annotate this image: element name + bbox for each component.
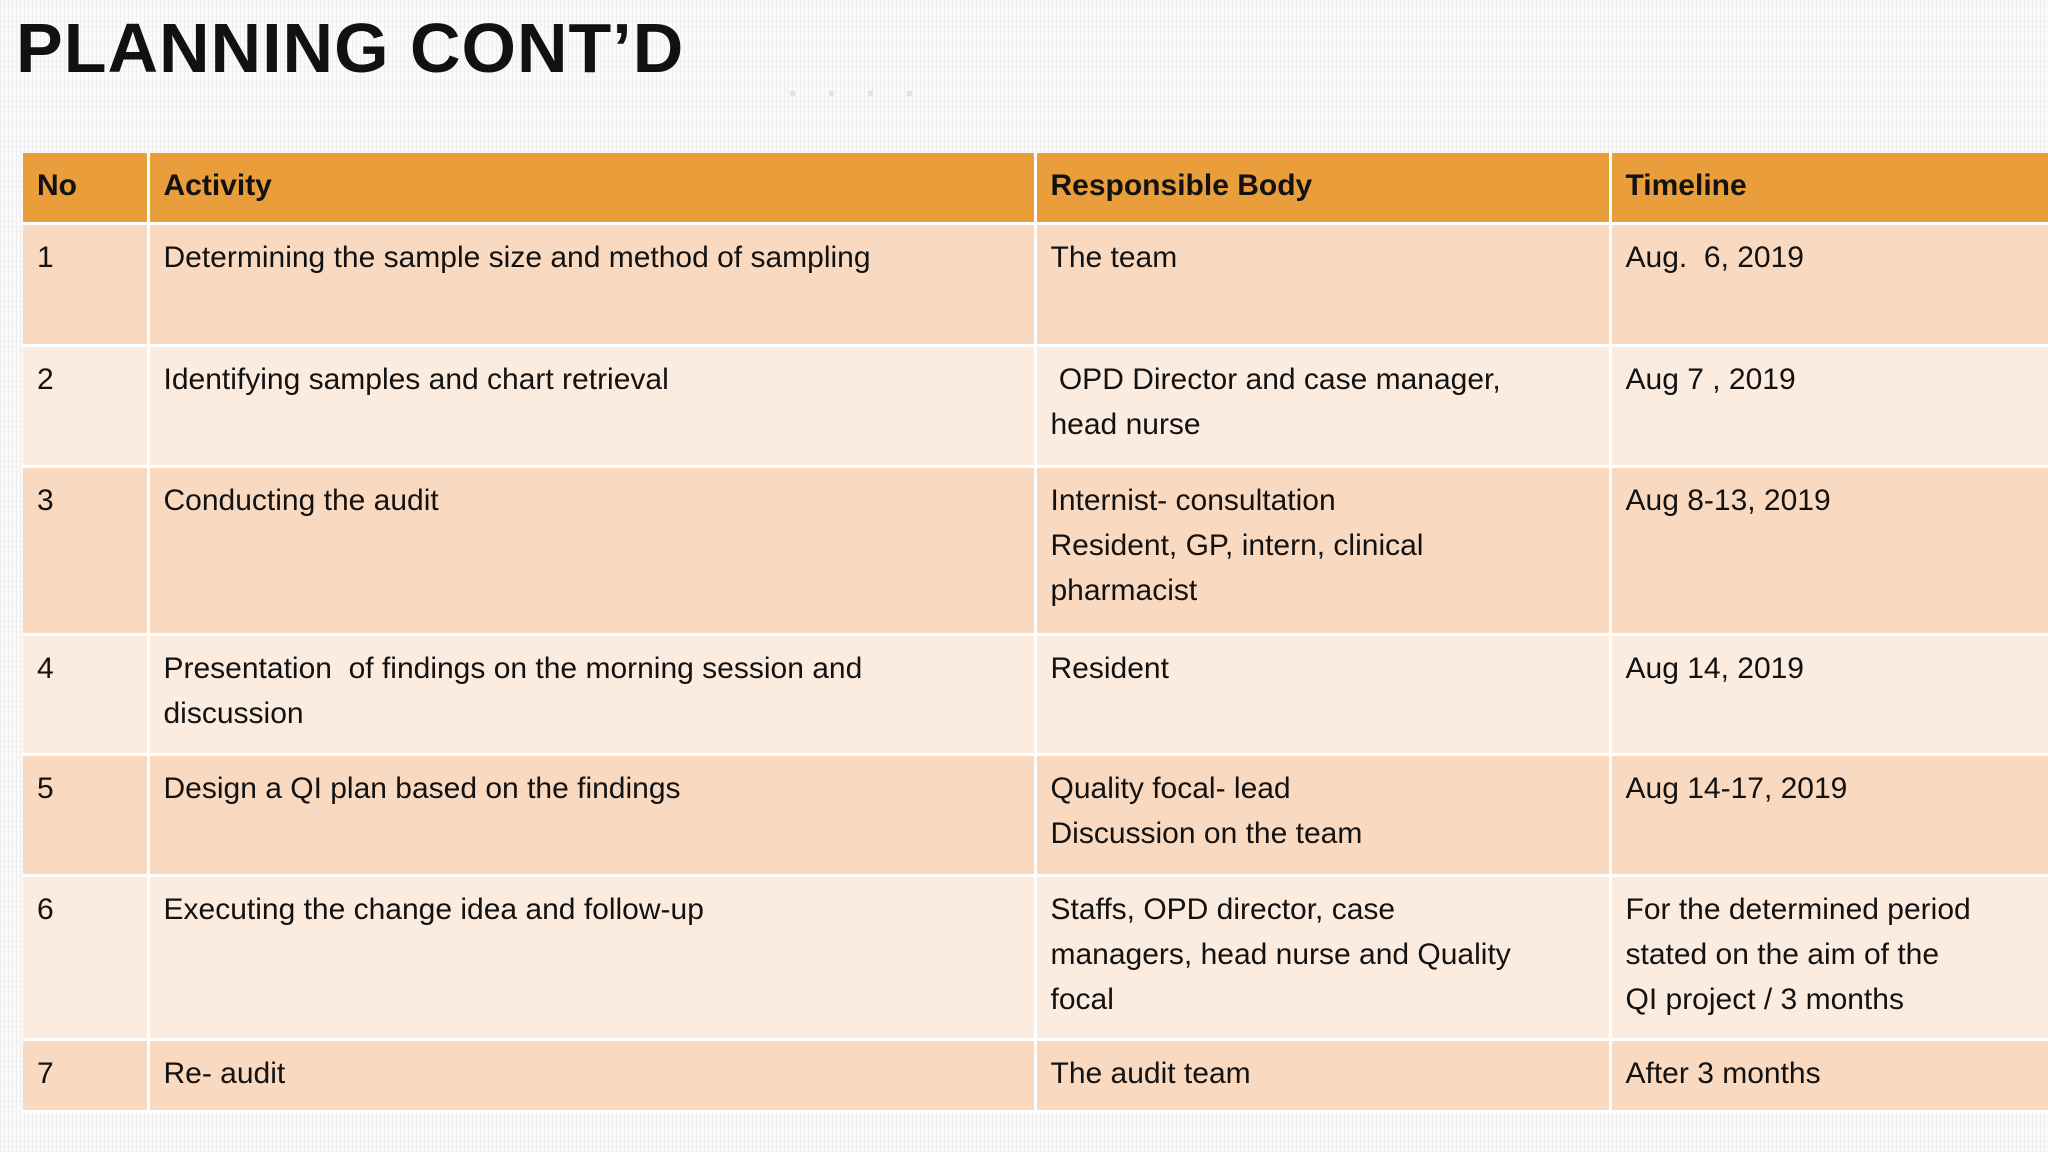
row-number-cell: 3 [23, 466, 150, 636]
activity-cell: Presentation of findings on the morning … [148, 634, 1037, 756]
slide-title: PLANNING CONT’D [16, 9, 685, 87]
row-number-cell: 5 [23, 754, 150, 877]
table-row: 4 Presentation of findings on the mornin… [23, 634, 2048, 756]
row-number-cell: 7 [23, 1039, 150, 1113]
row-number-cell: 1 [23, 223, 150, 347]
table-row: 6 Executing the change idea and follow-u… [23, 875, 2048, 1041]
timeline-cell: Aug 8-13, 2019 [1610, 466, 2048, 636]
timeline-cell: Aug 14-17, 2019 [1610, 754, 2048, 877]
timeline-cell: For the determined period stated on the … [1610, 875, 2048, 1041]
activity-cell: Re- audit [148, 1039, 1037, 1113]
responsible-body-cell: Staffs, OPD director, case managers, hea… [1035, 875, 1612, 1041]
responsible-body-cell: Resident [1035, 634, 1612, 756]
column-header-no: No [23, 153, 150, 225]
column-header-activity: Activity [148, 153, 1037, 225]
table-header-row: No Activity Responsible Body Timeline [23, 153, 2048, 225]
row-number-cell: 2 [23, 345, 150, 468]
activity-cell: Executing the change idea and follow-up [148, 875, 1037, 1041]
activity-cell: Conducting the audit [148, 466, 1037, 636]
activity-cell: Design a QI plan based on the findings [148, 754, 1037, 877]
timeline-cell: Aug. 6, 2019 [1610, 223, 2048, 347]
activity-cell: Determining the sample size and method o… [148, 223, 1037, 347]
table-row: 2 Identifying samples and chart retrieva… [23, 345, 2048, 468]
timeline-cell: Aug 14, 2019 [1610, 634, 2048, 756]
table-row: 3 Conducting the audit Internist- consul… [23, 466, 2048, 636]
column-header-responsible-body: Responsible Body [1035, 153, 1612, 225]
timeline-cell: After 3 months [1610, 1039, 2048, 1113]
table-row: 1 Determining the sample size and method… [23, 223, 2048, 347]
table-row: 7 Re- audit The audit team After 3 month… [23, 1039, 2048, 1113]
timeline-cell: Aug 7 , 2019 [1610, 345, 2048, 468]
column-header-timeline: Timeline [1610, 153, 2048, 225]
table-row: 5 Design a QI plan based on the findings… [23, 754, 2048, 877]
row-number-cell: 6 [23, 875, 150, 1041]
activity-cell: Identifying samples and chart retrieval [148, 345, 1037, 468]
responsible-body-cell: Internist- consultation Resident, GP, in… [1035, 466, 1612, 636]
planning-schedule-table: No Activity Responsible Body Timeline 1 … [23, 153, 2048, 1113]
responsible-body-cell: OPD Director and case manager, head nurs… [1035, 345, 1612, 468]
row-number-cell: 4 [23, 634, 150, 756]
responsible-body-cell: Quality focal- lead Discussion on the te… [1035, 754, 1612, 877]
responsible-body-cell: The audit team [1035, 1039, 1612, 1113]
title-decor-dots: . . . . [788, 66, 925, 104]
responsible-body-cell: The team [1035, 223, 1612, 347]
